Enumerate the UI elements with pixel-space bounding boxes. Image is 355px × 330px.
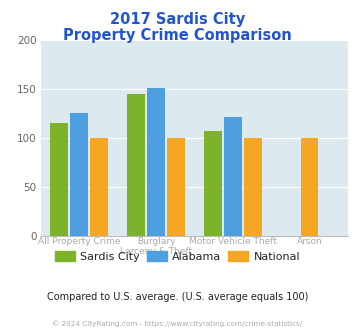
Bar — [301, 138, 318, 236]
Bar — [204, 131, 222, 236]
Text: Motor Vehicle Theft: Motor Vehicle Theft — [189, 237, 277, 246]
Bar — [127, 94, 145, 236]
Bar — [167, 138, 185, 236]
Bar — [224, 117, 242, 236]
Text: All Property Crime: All Property Crime — [38, 237, 120, 246]
Legend: Sardis City, Alabama, National: Sardis City, Alabama, National — [50, 247, 305, 267]
Text: Larceny & Theft: Larceny & Theft — [120, 247, 192, 256]
Text: © 2024 CityRating.com - https://www.cityrating.com/crime-statistics/: © 2024 CityRating.com - https://www.city… — [53, 321, 302, 327]
Bar — [244, 138, 262, 236]
Text: 2017 Sardis City: 2017 Sardis City — [110, 12, 245, 26]
Text: Compared to U.S. average. (U.S. average equals 100): Compared to U.S. average. (U.S. average … — [47, 292, 308, 302]
Text: Burglary: Burglary — [137, 237, 175, 246]
Bar — [90, 138, 108, 236]
Bar — [50, 123, 68, 236]
Bar — [70, 113, 88, 236]
Text: Property Crime Comparison: Property Crime Comparison — [63, 28, 292, 43]
Bar — [147, 88, 165, 236]
Text: Arson: Arson — [297, 237, 322, 246]
